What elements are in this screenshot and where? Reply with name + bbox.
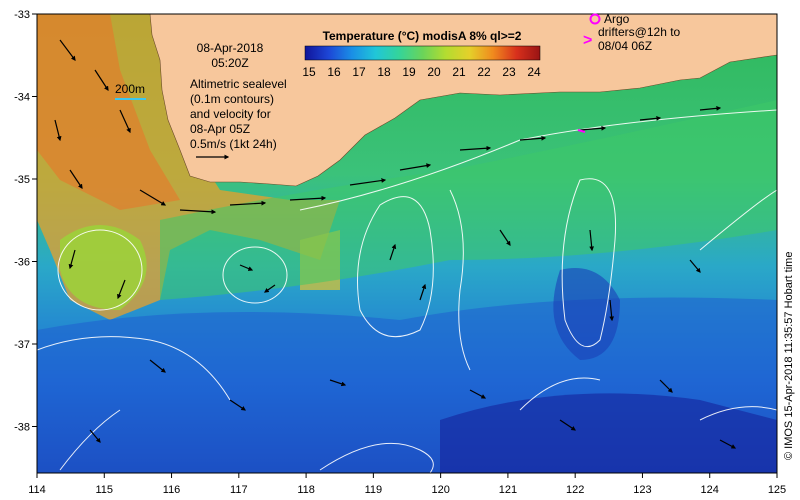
x-tick-label: 121 — [499, 484, 517, 496]
drifter-label-1: drifters@12h to — [598, 25, 681, 39]
credit-text: © IMOS 15-Apr-2018 11:35:57 Hobart time — [783, 252, 795, 460]
x-tick-label: 114 — [28, 484, 46, 496]
y-tick-label: -36 — [14, 257, 30, 269]
drifter-track — [577, 129, 586, 133]
velocity-legend: Altimetric sealevel (0.1m contours) and … — [190, 77, 287, 160]
x-tick-label: 120 — [431, 484, 449, 496]
legend-line-1: Altimetric sealevel — [190, 77, 287, 91]
sea-surface-temperature-field — [37, 14, 777, 473]
x-tick-label: 116 — [163, 484, 181, 496]
drifter-chevron-icon: > — [583, 32, 592, 49]
colorbar-tick-label: 22 — [477, 65, 491, 79]
legend-line-3: and velocity for — [190, 107, 271, 121]
x-tick-label: 122 — [566, 484, 584, 496]
drifter-label-2: 08/04 06Z — [598, 39, 652, 53]
latitude-axis: -33 -34 -35 -36 -37 -38 — [14, 9, 37, 434]
y-tick-label: -38 — [14, 422, 30, 434]
colorbar-tick-label: 21 — [452, 65, 466, 79]
map-date: 08-Apr-2018 — [197, 41, 264, 55]
y-tick-label: -37 — [14, 339, 30, 351]
x-tick-label: 125 — [768, 484, 786, 496]
colorbar-tick-label: 18 — [377, 65, 391, 79]
sea-level-contours — [37, 109, 777, 473]
colorbar-tick-label: 24 — [527, 65, 541, 79]
legend-line-2: (0.1m contours) — [190, 92, 274, 106]
x-tick-label: 117 — [230, 484, 248, 496]
x-tick-label: 123 — [633, 484, 651, 496]
legend-line-4: 08-Apr 05Z — [190, 122, 250, 136]
y-tick-label: -33 — [14, 9, 30, 21]
argo-label: Argo — [604, 12, 630, 26]
temperature-colorbar: Temperature (°C) modisA 8% ql>=2 15 16 17 1… — [302, 29, 541, 79]
colorbar-tick-label: 16 — [327, 65, 341, 79]
colorbar-tick-label: 19 — [402, 65, 416, 79]
x-tick-label: 118 — [297, 484, 315, 496]
x-tick-label: 115 — [95, 484, 113, 496]
y-tick-label: -35 — [14, 174, 30, 186]
argo-circle-icon — [589, 13, 601, 25]
map-time: 05:20Z — [211, 56, 248, 70]
map-border — [36, 13, 778, 474]
colorbar-tick-label: 17 — [352, 65, 366, 79]
colorbar-tick-label: 23 — [502, 65, 516, 79]
depth-scale-label: 200m — [115, 82, 145, 96]
legend-line-5: 0.5m/s (1kt 24h) — [190, 137, 277, 151]
colorbar-tick-label: 20 — [427, 65, 441, 79]
y-tick-label: -34 — [14, 92, 30, 104]
velocity-vectors — [54, 39, 737, 449]
x-tick-label: 119 — [365, 484, 383, 496]
longitude-axis: 114 115 116 117 118 119 120 121 122 123 124 125 — [28, 473, 786, 496]
colorbar-tick-label: 15 — [302, 65, 316, 79]
x-tick-label: 124 — [701, 484, 719, 496]
argo-legend: Argo > drifters@12h to 08/04 06Z — [583, 12, 681, 53]
colorbar-title: Temperature (°C) modisA 8% ql>=2 — [323, 29, 522, 43]
